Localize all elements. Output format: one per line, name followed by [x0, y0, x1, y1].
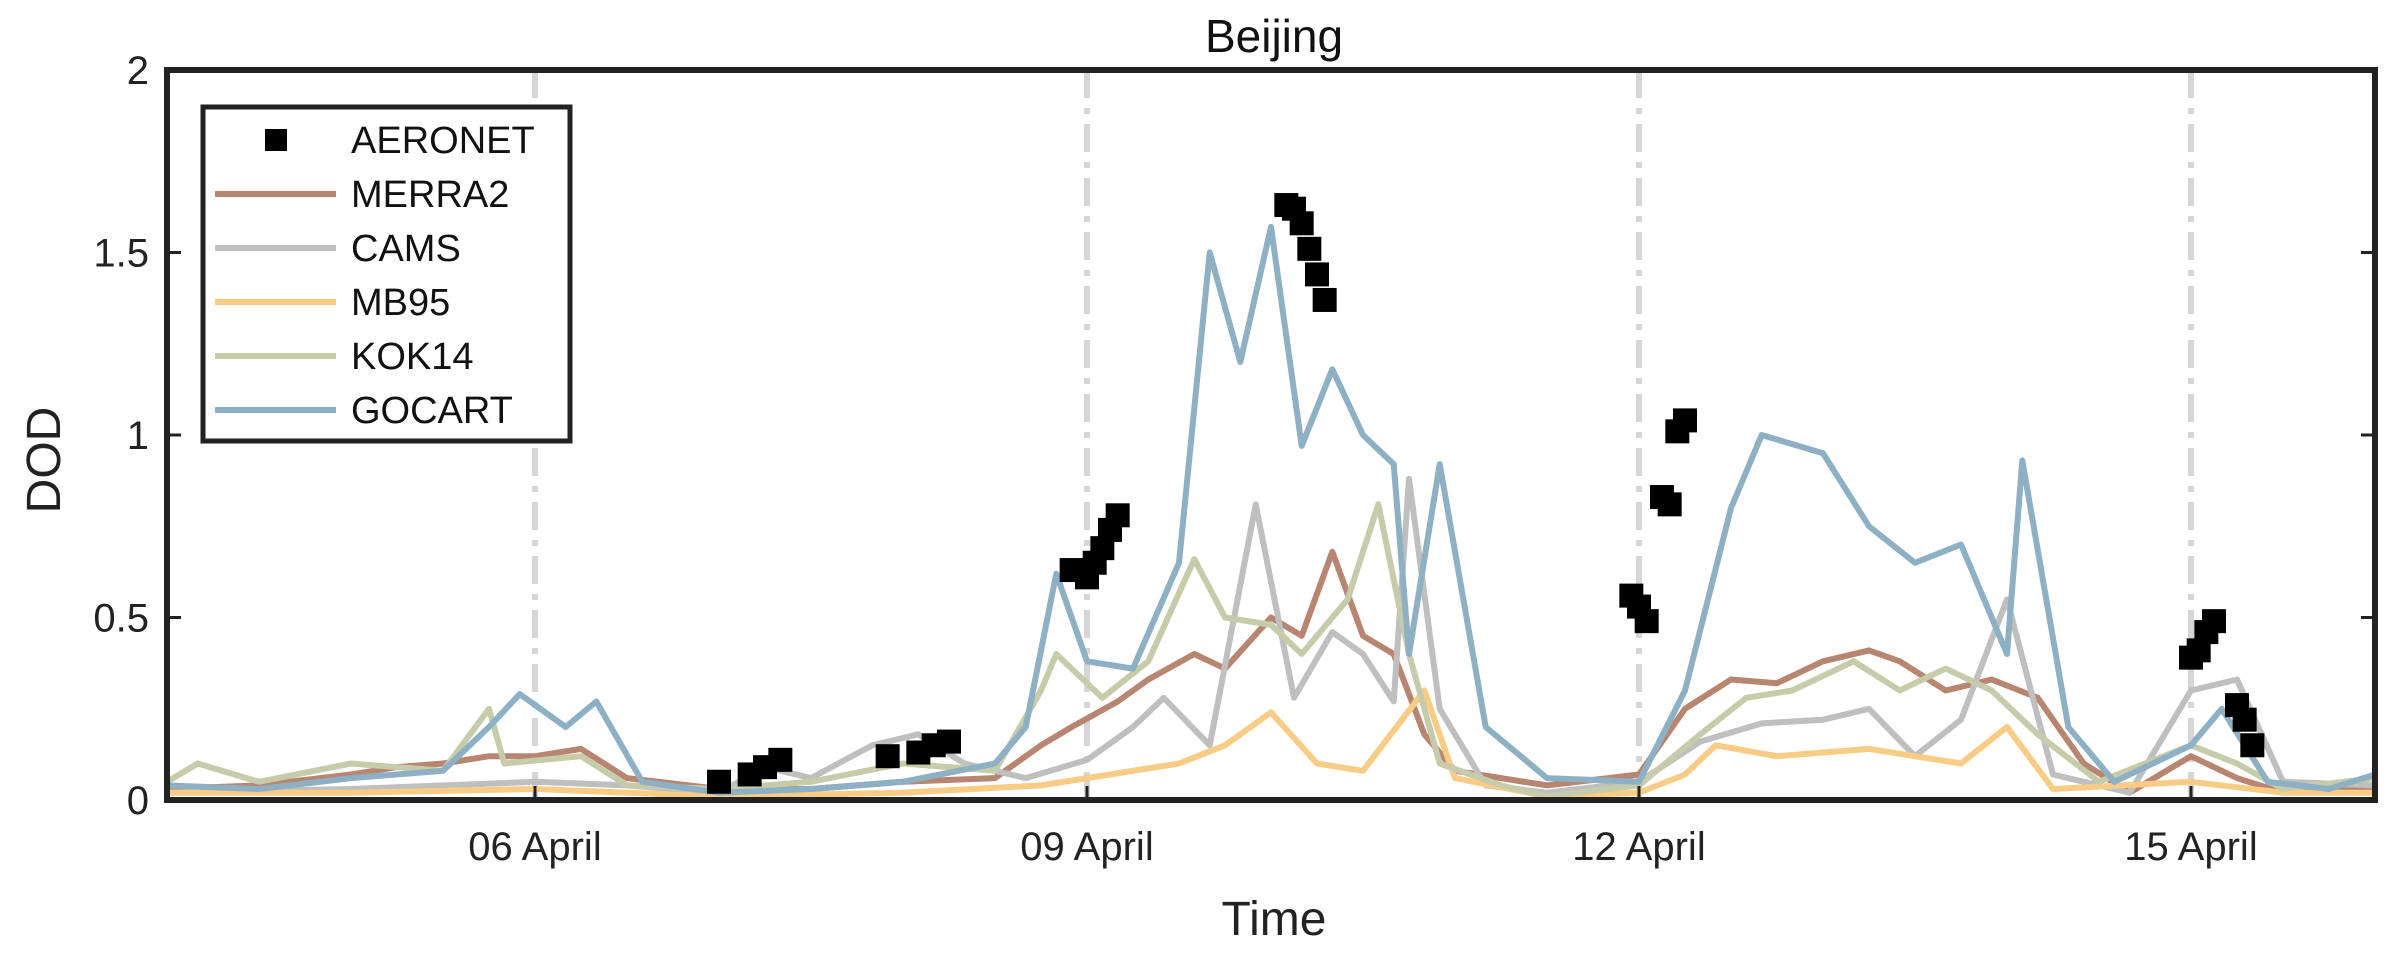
x-tick-label-2: 12 April	[1572, 825, 1705, 869]
series-line-cams	[164, 475, 2378, 796]
y-tick-label-4: 2	[127, 49, 149, 93]
x-axis-label: Time	[1222, 893, 1327, 946]
legend-swatch-aeronet	[265, 129, 287, 151]
aeronet-marker-17	[1297, 236, 1322, 261]
x-tick-label-1: 09 April	[1020, 825, 1153, 869]
y-axis-ticks: 0 0.5 1 1.5 2	[93, 49, 2375, 823]
legend-label-merra2: MERRA2	[351, 174, 509, 216]
aeronet-marker-4	[875, 744, 900, 769]
aeronet-marker-30	[2202, 609, 2226, 634]
legend-label-gocart: GOCART	[351, 390, 513, 432]
series-line-merra2	[164, 548, 2378, 796]
aeronet-marker-32	[2232, 707, 2257, 732]
series-line-kok14	[164, 501, 2378, 800]
chart-title: Beijing	[1205, 10, 1343, 62]
x-tick-label-0: 06 April	[468, 825, 601, 869]
aeronet-marker-33	[2240, 733, 2265, 758]
legend-label-mb95: MB95	[351, 282, 450, 324]
aeronet-marker-18	[1305, 262, 1329, 287]
legend-label-aeronet: AERONET	[351, 120, 535, 162]
aeronet-marker-22	[1634, 609, 1659, 634]
aeronet-marker-19	[1312, 287, 1337, 312]
aeronet-marker-0	[707, 769, 731, 794]
x-tick-label-3: 15 April	[2124, 825, 2257, 869]
marker-layer	[707, 193, 2265, 794]
y-tick-label-3: 1.5	[93, 232, 149, 276]
aeronet-marker-7	[937, 729, 961, 754]
series-line-mb95	[164, 687, 2378, 800]
legend-label-cams: CAMS	[351, 228, 461, 270]
aeronet-marker-24	[1657, 492, 1682, 517]
y-tick-label-1: 0.5	[93, 597, 149, 641]
aeronet-marker-16	[1289, 211, 1314, 236]
series-line-gocart	[164, 223, 2378, 796]
y-tick-label-0: 0	[127, 779, 149, 823]
legend: AERONET MERRA2 CAMS MB95 KOK14 GOCART	[200, 104, 573, 444]
series-layer	[164, 223, 2378, 800]
y-axis-label: DOD	[18, 407, 71, 514]
aeronet-marker-13	[1105, 503, 1130, 528]
legend-label-kok14: KOK14	[351, 336, 474, 378]
x-axis-ticks: 06 April 09 April 12 April 15 April	[468, 786, 2258, 869]
aeronet-marker-3	[768, 747, 793, 772]
legend-box	[200, 104, 573, 444]
aeronet-marker-26	[1673, 408, 1697, 433]
y-tick-label-2: 1	[127, 414, 149, 458]
